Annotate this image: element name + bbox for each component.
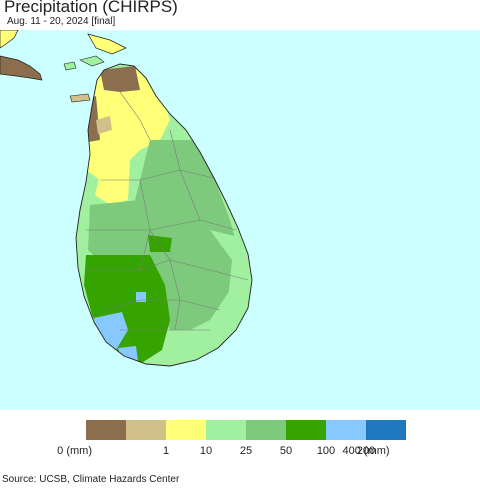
precipitation-map <box>0 30 480 410</box>
map-subtitle: Aug. 11 - 20, 2024 [final] <box>7 16 116 27</box>
district-borders <box>86 91 249 331</box>
legend-swatch-7 <box>366 420 406 440</box>
jaffna-islands <box>63 55 105 71</box>
legend-tick-7: 400 (mm) <box>342 445 389 457</box>
sri-lanka-coastline <box>75 63 253 367</box>
legend-tick-6: 200 <box>357 445 375 457</box>
legend-tick-0: 0 (mm) <box>57 445 92 457</box>
legend-tick-2: 10 <box>200 445 212 457</box>
legend-tick-3: 25 <box>240 445 252 457</box>
map-title: Precipitation (CHIRPS) <box>4 0 178 16</box>
legend-tick-1: 1 <box>163 445 169 457</box>
mannar-island <box>69 93 91 103</box>
legend-swatch-2 <box>166 420 206 440</box>
legend-swatch-0 <box>86 420 126 440</box>
legend-swatch-5 <box>286 420 326 440</box>
india-land-north <box>87 33 127 55</box>
legend-tick-5: 100 <box>317 445 335 457</box>
legend-swatch-1 <box>126 420 166 440</box>
island-rainfall <box>76 64 252 366</box>
legend-swatch-4 <box>246 420 286 440</box>
legend-swatch-3 <box>206 420 246 440</box>
legend-tick-4: 50 <box>280 445 292 457</box>
legend-swatches <box>86 420 406 440</box>
legend-swatch-6 <box>326 420 366 440</box>
ocean <box>0 30 480 410</box>
india-land <box>0 55 43 81</box>
india-coast <box>0 30 19 49</box>
source-credit: Source: UCSB, Climate Hazards Center <box>2 474 180 485</box>
